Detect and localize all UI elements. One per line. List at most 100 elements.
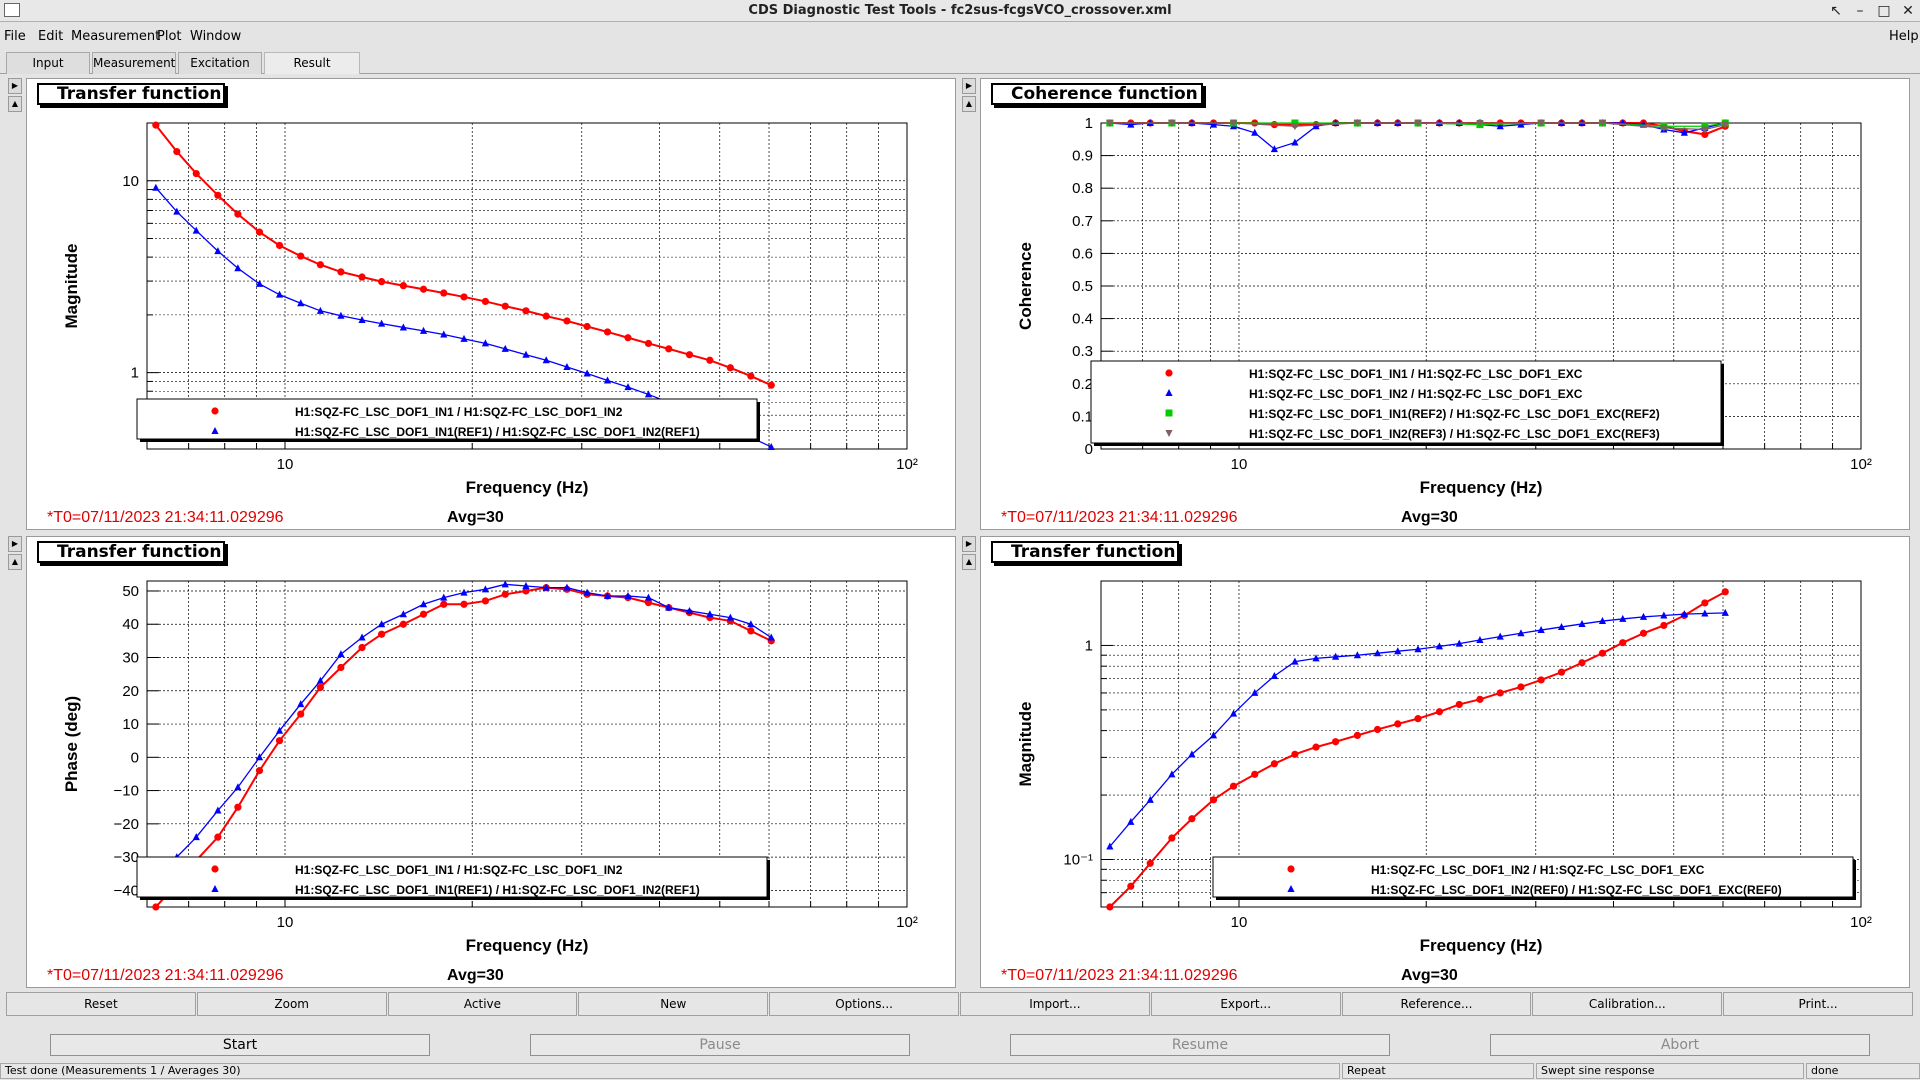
data-point xyxy=(563,583,571,591)
data-point xyxy=(1414,645,1422,653)
data-point xyxy=(460,334,468,342)
start-button[interactable]: Start xyxy=(50,1034,430,1056)
menu-edit[interactable]: Edit xyxy=(38,29,64,44)
tab-result[interactable]: Result xyxy=(264,52,360,74)
close-icon[interactable]: ✕ xyxy=(1902,3,1914,19)
print-button[interactable]: Print... xyxy=(1723,992,1913,1016)
scroll-up-icon[interactable]: ▲ xyxy=(8,554,22,570)
data-point xyxy=(1127,882,1135,890)
data-point xyxy=(1291,123,1299,131)
scroll-right-icon[interactable]: ▶ xyxy=(8,78,22,94)
data-point xyxy=(665,603,673,611)
import-button[interactable]: Import... xyxy=(959,992,1150,1016)
pause-button[interactable]: Pause xyxy=(530,1034,910,1056)
data-point xyxy=(1332,652,1340,660)
t0-timestamp: *T0=07/11/2023 21:34:11.029296 xyxy=(47,509,284,526)
average-count: Avg=30 xyxy=(447,509,504,526)
menu-window[interactable]: Window xyxy=(190,29,242,44)
x-axis-label: Frequency (Hz) xyxy=(1420,936,1543,955)
data-point xyxy=(1291,657,1299,665)
data-point xyxy=(358,316,366,324)
scroll-up-icon[interactable]: ▲ xyxy=(8,96,22,112)
reference-button[interactable]: Reference... xyxy=(1341,992,1532,1016)
maximize-icon[interactable]: □ xyxy=(1877,3,1891,19)
data-point xyxy=(501,302,509,310)
data-point xyxy=(440,330,448,338)
y-tick-label: 0.5 xyxy=(1072,278,1093,295)
resume-button[interactable]: Resume xyxy=(1010,1034,1390,1056)
data-point xyxy=(685,606,694,614)
y-tick-label: 0.3 xyxy=(1072,343,1093,360)
data-point xyxy=(1270,145,1278,153)
data-point xyxy=(1619,639,1627,647)
data-point xyxy=(1291,138,1299,146)
data-point xyxy=(1332,738,1340,746)
data-point xyxy=(152,183,160,191)
minimize-icon[interactable]: – xyxy=(1856,3,1864,19)
calibration-button[interactable]: Calibration... xyxy=(1532,992,1723,1016)
tab-measurement[interactable]: Measurement xyxy=(92,52,176,74)
restore-corner-icon[interactable]: ↖ xyxy=(1830,3,1842,19)
data-point xyxy=(399,610,407,618)
legend-box xyxy=(136,398,758,440)
data-point xyxy=(1414,715,1422,723)
series-layer xyxy=(1106,588,1729,911)
plot-label: Transfer function xyxy=(37,83,225,105)
scroll-up-icon[interactable]: ▲ xyxy=(962,554,976,570)
phase-chart[interactable]: 10 10² Frequency (Hz) Phase (deg) −40 −30 −20 −… xyxy=(27,537,957,989)
y-tick-label: 0 xyxy=(131,749,139,766)
data-point xyxy=(460,600,468,608)
export-button[interactable]: Export... xyxy=(1150,992,1341,1016)
plot-panel-transfer-exc[interactable]: Transfer function 10 10² Frequency (Hz) Mag… xyxy=(980,536,1910,988)
scroll-right-icon[interactable]: ▶ xyxy=(962,78,976,94)
plot-panel-transfer-magnitude[interactable]: Transfer function 10 10² Frequency (Hz) Mag… xyxy=(26,78,956,530)
data-point xyxy=(644,339,653,348)
data-point xyxy=(603,328,612,336)
data-point xyxy=(1660,611,1668,619)
zoom-button[interactable]: Zoom xyxy=(196,992,387,1016)
legend: H1:SQZ-FC_LSC_DOF1_IN2 / H1:SQZ-FC_LSC_D… xyxy=(1212,856,1856,900)
menu-file[interactable]: File xyxy=(4,29,26,44)
menu-measurement[interactable]: Measurement xyxy=(71,29,161,44)
y-tick-label: 1 xyxy=(131,365,139,382)
plot-frame xyxy=(146,122,908,450)
data-point xyxy=(1455,639,1463,647)
tab-excitation[interactable]: Excitation xyxy=(178,52,262,74)
scroll-up-icon[interactable]: ▲ xyxy=(962,96,976,112)
data-point xyxy=(747,627,755,635)
coherence-chart[interactable]: 10 10² Frequency (Hz) Coherence 0 0.1 0.2 0.3 0.… xyxy=(981,79,1911,531)
data-point xyxy=(214,191,222,199)
data-point xyxy=(358,273,366,281)
plot-panel-coherence[interactable]: Coherence function 10 10² Frequency (Hz) Co… xyxy=(980,78,1910,530)
data-point xyxy=(542,583,550,591)
data-point xyxy=(1146,859,1154,867)
exc-magnitude-chart[interactable]: 10 10² Frequency (Hz) Magnitude 10⁻¹ 1 H1:SQZ-… xyxy=(981,537,1911,989)
data-point xyxy=(152,121,160,129)
reset-button[interactable]: Reset xyxy=(6,992,196,1016)
legend-entry: H1:SQZ-FC_LSC_DOF1_IN2 / H1:SQZ-FC_LSC_D… xyxy=(1371,863,1705,877)
data-point xyxy=(1106,903,1114,911)
t0-timestamp: *T0=07/11/2023 21:34:11.029296 xyxy=(1001,509,1238,526)
plot-panel-transfer-phase[interactable]: Transfer function 10 10² Frequency (Hz) Pha… xyxy=(26,536,956,988)
data-point xyxy=(1660,124,1668,132)
data-point xyxy=(1229,120,1238,127)
scroll-right-icon[interactable]: ▶ xyxy=(962,536,976,552)
magnitude-chart[interactable]: 10 10² Frequency (Hz) Magnitude 1 10 H1:SQZ-FC… xyxy=(27,79,957,531)
active-button[interactable]: Active xyxy=(387,992,578,1016)
scroll-right-icon[interactable]: ▶ xyxy=(8,536,22,552)
options-button[interactable]: Options... xyxy=(769,992,959,1016)
legend-entry: H1:SQZ-FC_LSC_DOF1_IN1(REF1) / H1:SQZ-FC… xyxy=(295,425,700,439)
tab-input[interactable]: Input xyxy=(6,52,90,74)
average-count: Avg=30 xyxy=(1401,509,1458,526)
data-point xyxy=(1517,629,1525,637)
y-tick-label: 20 xyxy=(122,683,139,700)
data-point xyxy=(152,903,160,911)
data-point xyxy=(275,737,284,745)
panel-3-scroll-buttons: ▶ ▲ xyxy=(8,536,22,572)
new-button[interactable]: New xyxy=(578,992,769,1016)
abort-button[interactable]: Abort xyxy=(1490,1034,1870,1056)
menu-help[interactable]: Help xyxy=(1889,29,1919,44)
data-point xyxy=(214,247,222,255)
data-point xyxy=(583,369,591,377)
menu-plot[interactable]: Plot xyxy=(157,29,182,44)
